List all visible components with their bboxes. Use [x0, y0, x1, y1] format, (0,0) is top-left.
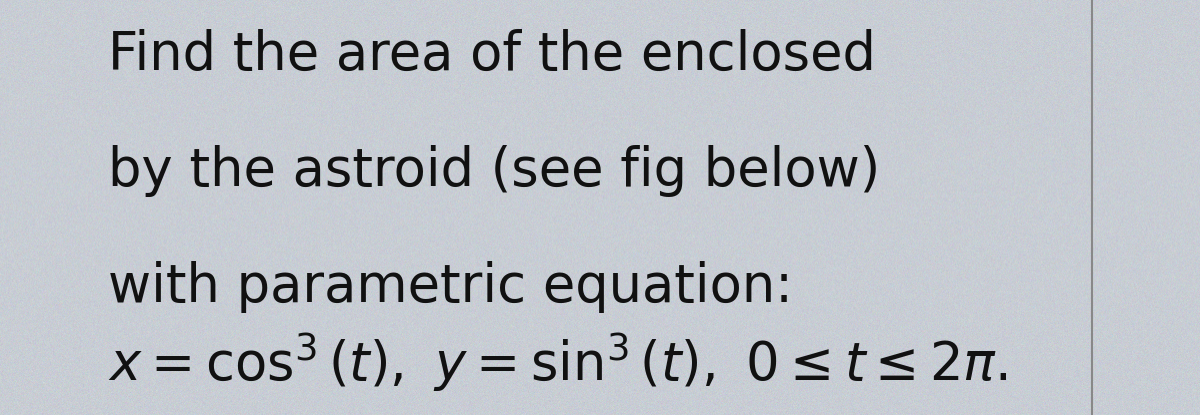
Text: by the astroid (see fig below): by the astroid (see fig below) [108, 145, 881, 197]
Text: $x = \cos^3(t),\ y = \sin^3(t),\ 0 \leq t \leq 2\pi.$: $x = \cos^3(t),\ y = \sin^3(t),\ 0 \leq … [108, 331, 1008, 394]
Text: with parametric equation:: with parametric equation: [108, 261, 793, 313]
Text: Find the area of the enclosed: Find the area of the enclosed [108, 29, 876, 81]
